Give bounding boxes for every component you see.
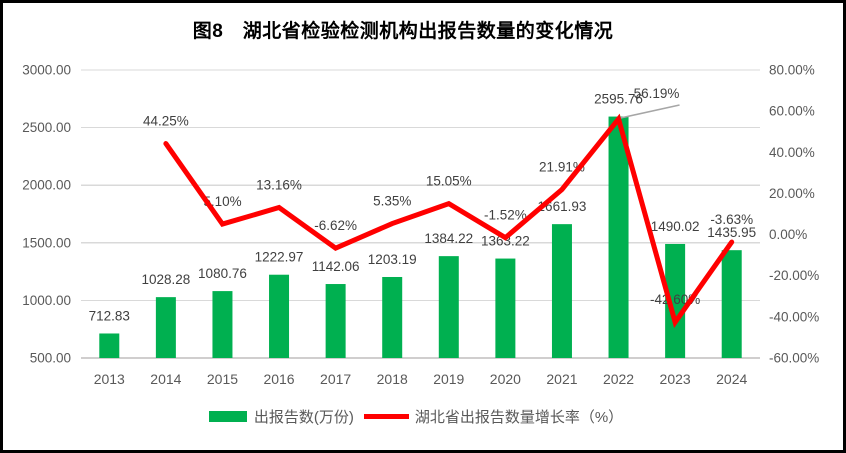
line-label-2016: 13.16% [256, 177, 302, 192]
x-axis-label-2024: 2024 [716, 371, 747, 387]
right-axis-tick: 20.00% [769, 186, 815, 201]
bar-2024 [721, 250, 742, 358]
line-label-2024: -3.63% [710, 212, 753, 227]
bar-2015 [212, 291, 233, 358]
x-axis-label-2020: 2020 [490, 371, 521, 387]
bar-label-2020: 1363.22 [481, 234, 530, 249]
bar-2013 [99, 333, 120, 358]
legend-bar-swatch [208, 411, 247, 422]
x-axis-label-2019: 2019 [433, 371, 464, 387]
left-axis-tick: 2000.00 [22, 178, 71, 193]
left-axis-tick: 3000.00 [22, 63, 71, 78]
x-axis-label-2021: 2021 [546, 371, 577, 387]
line-label-2021: 21.91% [539, 159, 585, 174]
bar-label-2024: 1435.95 [707, 225, 756, 240]
line-label-2018: 5.35% [373, 194, 411, 209]
x-axis-label-2015: 2015 [207, 371, 238, 387]
left-axis-tick: 1000.00 [22, 293, 71, 308]
x-axis-label-2017: 2017 [320, 371, 351, 387]
bar-label-2022: 2595.76 [594, 92, 643, 107]
bar-2016 [269, 274, 290, 358]
left-axis-tick: 1500.00 [22, 235, 71, 250]
chart-plot-area: 500.00 1000.00 1500.00 2000.00 2500.00 3000.0… [22, 63, 819, 388]
bar-2019 [438, 256, 459, 358]
right-axis-tick: 60.00% [769, 104, 815, 119]
legend-line-swatch [363, 414, 409, 419]
line-label-2014: 44.25% [143, 114, 189, 129]
line-label-2019: 15.05% [426, 174, 472, 189]
right-axis-tick: -60.00% [769, 351, 819, 366]
bar-label-2016: 1222.97 [255, 250, 304, 265]
line-label-2015: 5.10% [203, 194, 241, 209]
right-axis-tick: -20.00% [769, 268, 819, 283]
x-axis-label-2023: 2023 [660, 371, 691, 387]
right-axis-tick: -40.00% [769, 309, 819, 324]
bar-2017 [325, 284, 346, 358]
bar-2014 [155, 297, 176, 358]
bar-label-2023: 1490.02 [651, 219, 700, 234]
bar-label-2017: 1142.06 [312, 259, 360, 274]
legend-bar-label: 出报告数(万份) [253, 409, 354, 426]
right-axis-tick: 80.00% [769, 63, 815, 78]
chart-title: 图8 湖北省检验检测机构出报告数量的变化情况 [192, 21, 614, 42]
bar-label-2014: 1028.28 [141, 272, 190, 287]
line-label-2020: -1.52% [484, 208, 527, 223]
bar-2018 [382, 276, 403, 358]
bar-label-2018: 1203.19 [368, 252, 417, 267]
bar-label-2013: 712.83 [89, 308, 130, 323]
bar-2020 [495, 258, 516, 358]
bar-2023 [665, 243, 686, 358]
x-axis-label-2022: 2022 [603, 371, 634, 387]
chart-legend: 出报告数(万份) 湖北省出报告数量增长率（%） [3, 406, 839, 427]
line-label-2022: 56.19% [634, 86, 680, 101]
x-axis-label-2014: 2014 [150, 371, 181, 387]
right-axis-tick: 0.00% [769, 227, 807, 242]
x-axis-label-2013: 2013 [94, 371, 125, 387]
bar-2021 [551, 224, 572, 358]
left-axis-tick: 500.00 [30, 351, 71, 366]
left-axis-tick: 2500.00 [22, 120, 71, 135]
x-axis-label-2018: 2018 [377, 371, 408, 387]
bar-label-2019: 1384.22 [424, 231, 473, 246]
bar-label-2015: 1080.76 [198, 266, 247, 281]
line-label-2017: -6.62% [314, 218, 357, 233]
right-axis-tick: 40.00% [769, 145, 815, 160]
x-axis-label-2016: 2016 [263, 371, 294, 387]
legend-line-label: 湖北省出报告数量增长率（%） [414, 409, 624, 426]
bar-2022 [608, 116, 629, 358]
growth-rate-line [163, 113, 735, 328]
leader-line [620, 104, 680, 119]
